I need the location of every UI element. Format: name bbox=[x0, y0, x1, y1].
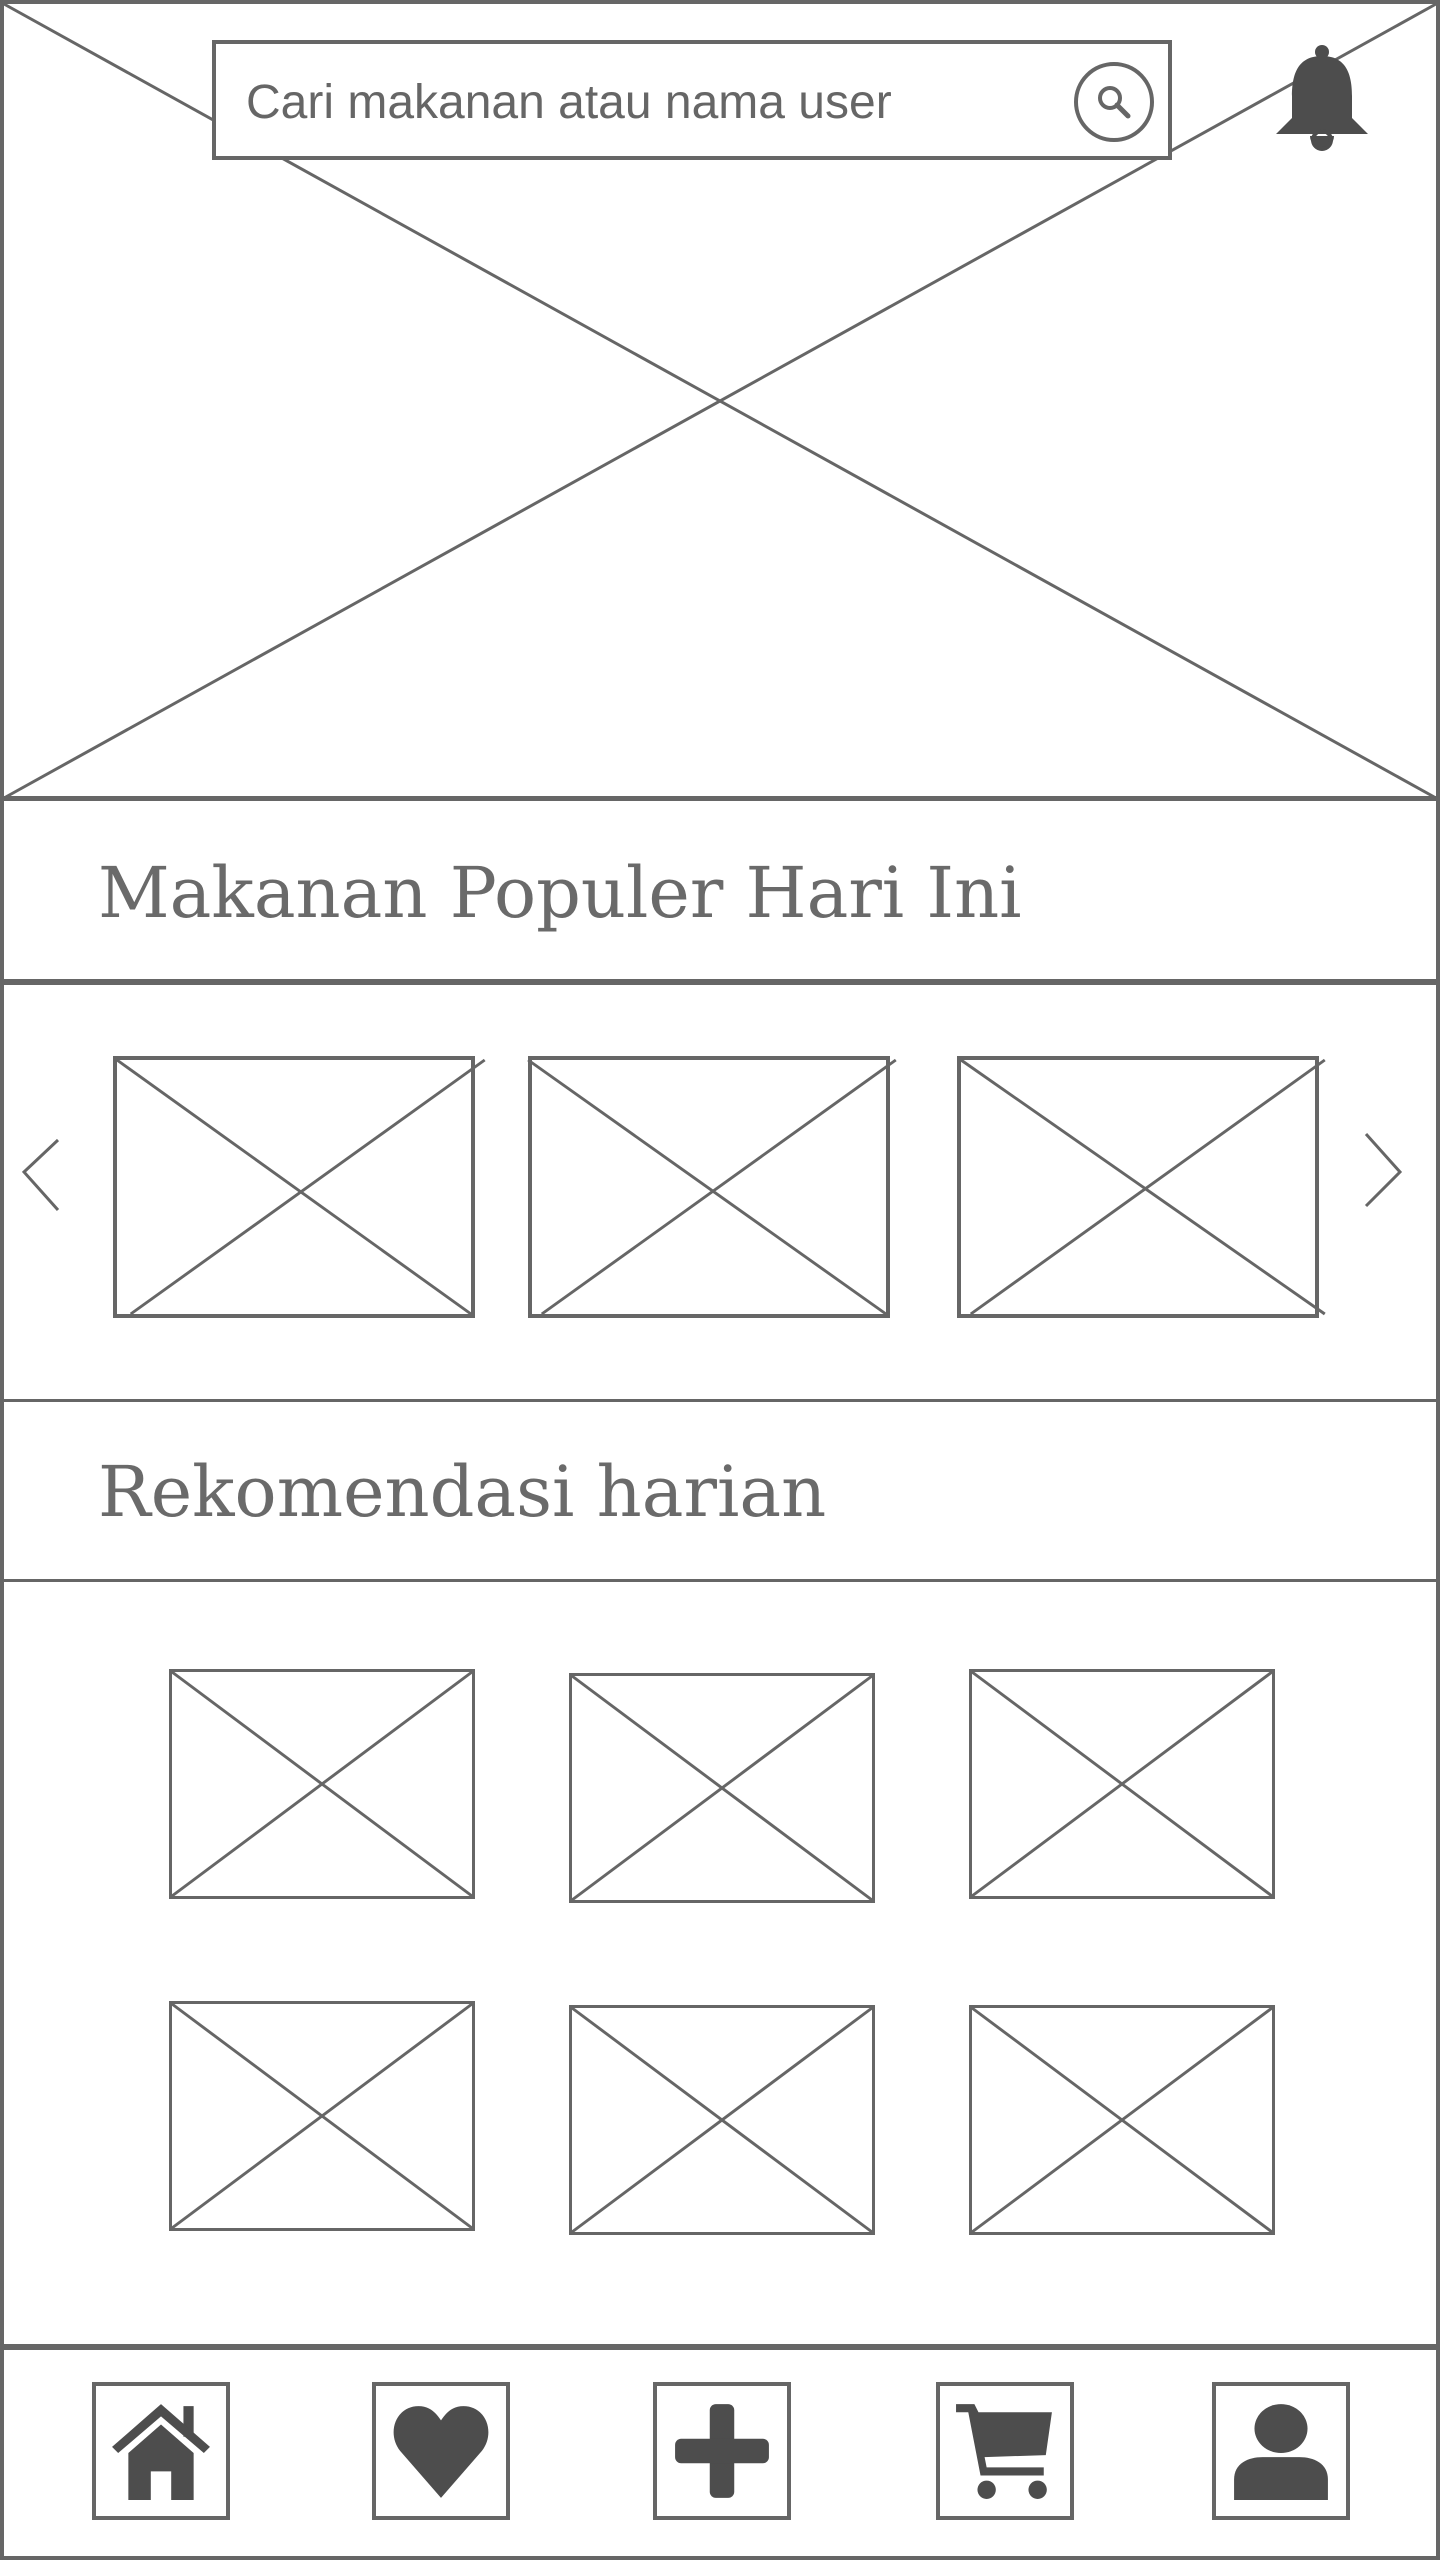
heart-icon bbox=[393, 2406, 489, 2498]
recommendation-item[interactable] bbox=[969, 2005, 1275, 2235]
plus-icon bbox=[675, 2404, 769, 2498]
search-bar[interactable] bbox=[212, 40, 1172, 160]
nav-add-button[interactable] bbox=[653, 2382, 791, 2520]
divider bbox=[0, 1579, 1440, 1582]
search-input[interactable] bbox=[246, 68, 1066, 136]
recommendation-item[interactable] bbox=[569, 1673, 875, 1903]
user-icon bbox=[1234, 2404, 1328, 2500]
home-icon bbox=[112, 2404, 210, 2500]
recommendation-item[interactable] bbox=[569, 2005, 875, 2235]
recommendation-section-title: Rekomendasi harian bbox=[98, 1451, 827, 1533]
nav-profile-button[interactable] bbox=[1212, 2382, 1350, 2520]
recommendation-item[interactable] bbox=[169, 1669, 475, 1899]
cart-icon bbox=[956, 2404, 1052, 2499]
bell-icon bbox=[1276, 45, 1368, 151]
popular-section-title: Makanan Populer Hari Ini bbox=[98, 852, 1022, 934]
nav-favorite-button[interactable] bbox=[372, 2382, 510, 2520]
notification-button[interactable] bbox=[1262, 44, 1382, 154]
divider bbox=[0, 2344, 1440, 2350]
popular-item[interactable] bbox=[527, 1056, 897, 1318]
recommendation-item[interactable] bbox=[969, 1669, 1275, 1899]
nav-cart-button[interactable] bbox=[936, 2382, 1074, 2520]
chevron-right-icon[interactable] bbox=[1364, 1132, 1404, 1212]
divider bbox=[0, 1399, 1440, 1402]
search-button[interactable] bbox=[1074, 62, 1154, 142]
nav-home-button[interactable] bbox=[92, 2382, 230, 2520]
divider bbox=[0, 796, 1440, 801]
popular-item[interactable] bbox=[957, 1056, 1326, 1318]
popular-item[interactable] bbox=[113, 1056, 486, 1318]
divider bbox=[0, 979, 1440, 985]
search-icon bbox=[1098, 86, 1131, 119]
recommendation-item[interactable] bbox=[169, 2001, 475, 2231]
chevron-left-icon[interactable] bbox=[20, 1136, 60, 1216]
